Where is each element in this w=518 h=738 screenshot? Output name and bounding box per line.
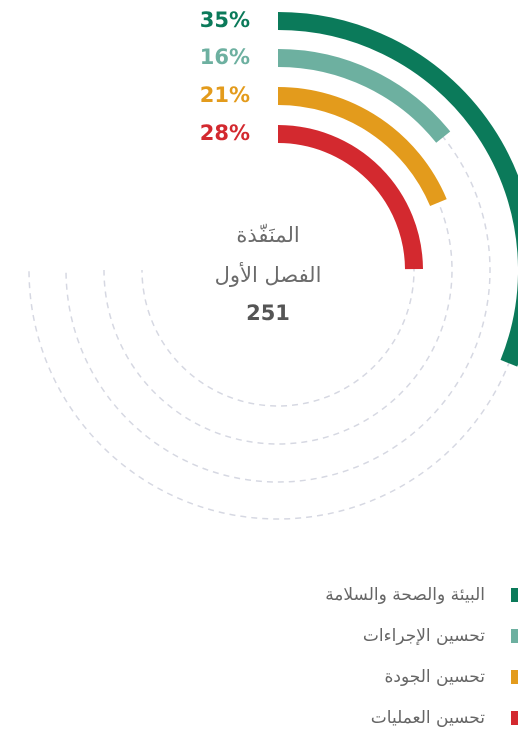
center-label: الفصل الأول [215,262,322,287]
value-label: 28% [200,121,250,145]
radial-bar [277,125,423,270]
legend-swatch [511,588,518,602]
value-label: 16% [200,45,250,69]
legend-label: تحسين العمليات [371,708,485,728]
track [28,20,518,520]
legend-swatch [511,670,518,684]
legend-label: تحسين الإجراءات [363,626,485,646]
radial-bar [277,12,518,367]
track [103,95,453,445]
center-label: المنَفّذة [236,223,299,247]
legend-swatch [511,629,518,643]
center-value: 251 [246,301,290,325]
value-label: 21% [200,83,250,107]
radial-bar [277,49,451,143]
radial-bar [277,87,447,207]
legend-label: البيئة والصحة والسلامة [325,585,485,605]
legend-swatch [511,711,518,725]
value-label: 35% [200,8,250,32]
legend-label: تحسين الجودة [385,667,486,687]
